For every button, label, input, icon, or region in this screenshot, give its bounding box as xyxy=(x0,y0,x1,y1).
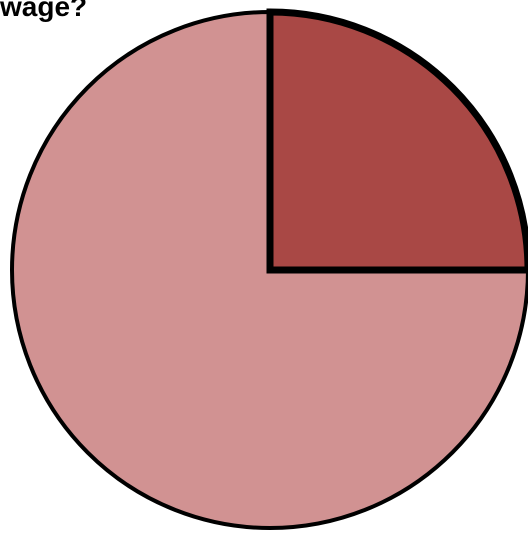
pie-slice-2 xyxy=(10,9,528,530)
pie-slice-1 xyxy=(266,8,528,274)
chart-title: wage? xyxy=(0,0,88,22)
